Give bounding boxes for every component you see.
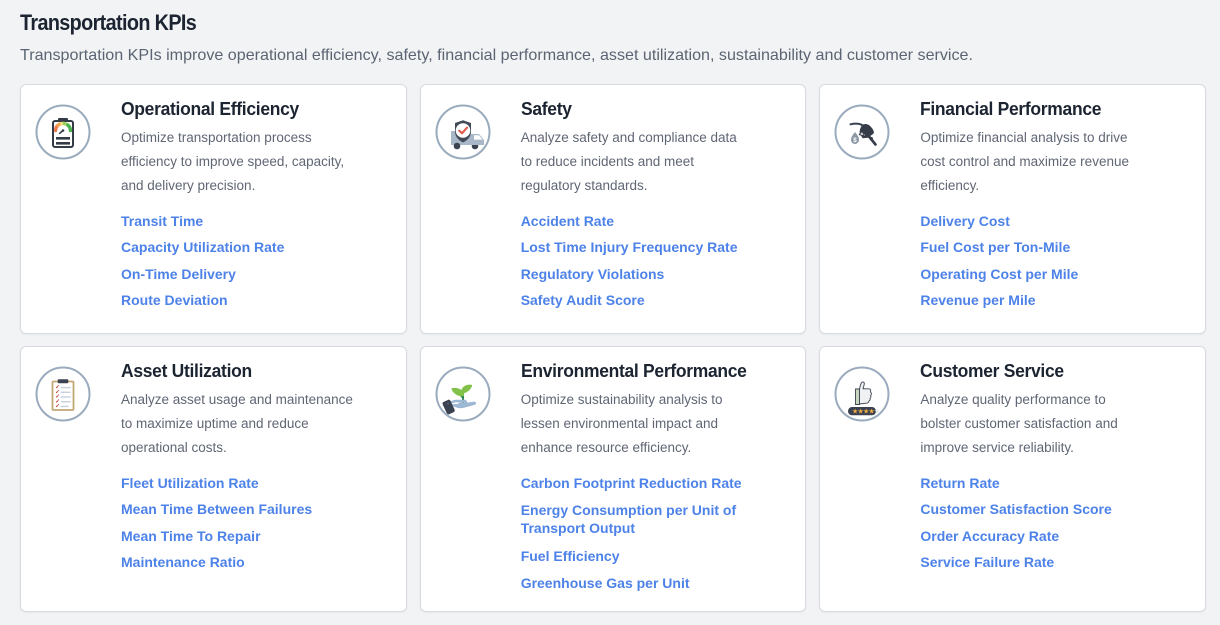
svg-text:$: $ xyxy=(854,137,858,144)
svg-text:★: ★ xyxy=(874,407,880,415)
svg-text:✓: ✓ xyxy=(55,404,60,410)
